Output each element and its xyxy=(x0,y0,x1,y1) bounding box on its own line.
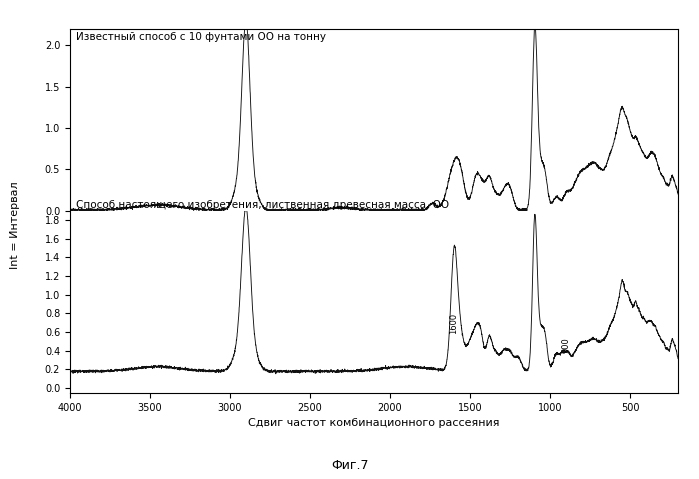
X-axis label: Сдвиг частот комбинационного рассеяния: Сдвиг частот комбинационного рассеяния xyxy=(248,418,500,428)
Text: Способ настоящего изобретения, лиственная древесная масса, ОО: Способ настоящего изобретения, лиственна… xyxy=(76,200,449,210)
Text: 900: 900 xyxy=(561,337,570,353)
Text: Фиг.7: Фиг.7 xyxy=(331,459,368,472)
Text: 1600: 1600 xyxy=(449,313,459,334)
Text: Известный способ с 10 фунтами ОО на тонну: Известный способ с 10 фунтами ОО на тонн… xyxy=(76,33,326,42)
Text: Int = Интервал: Int = Интервал xyxy=(10,182,20,269)
